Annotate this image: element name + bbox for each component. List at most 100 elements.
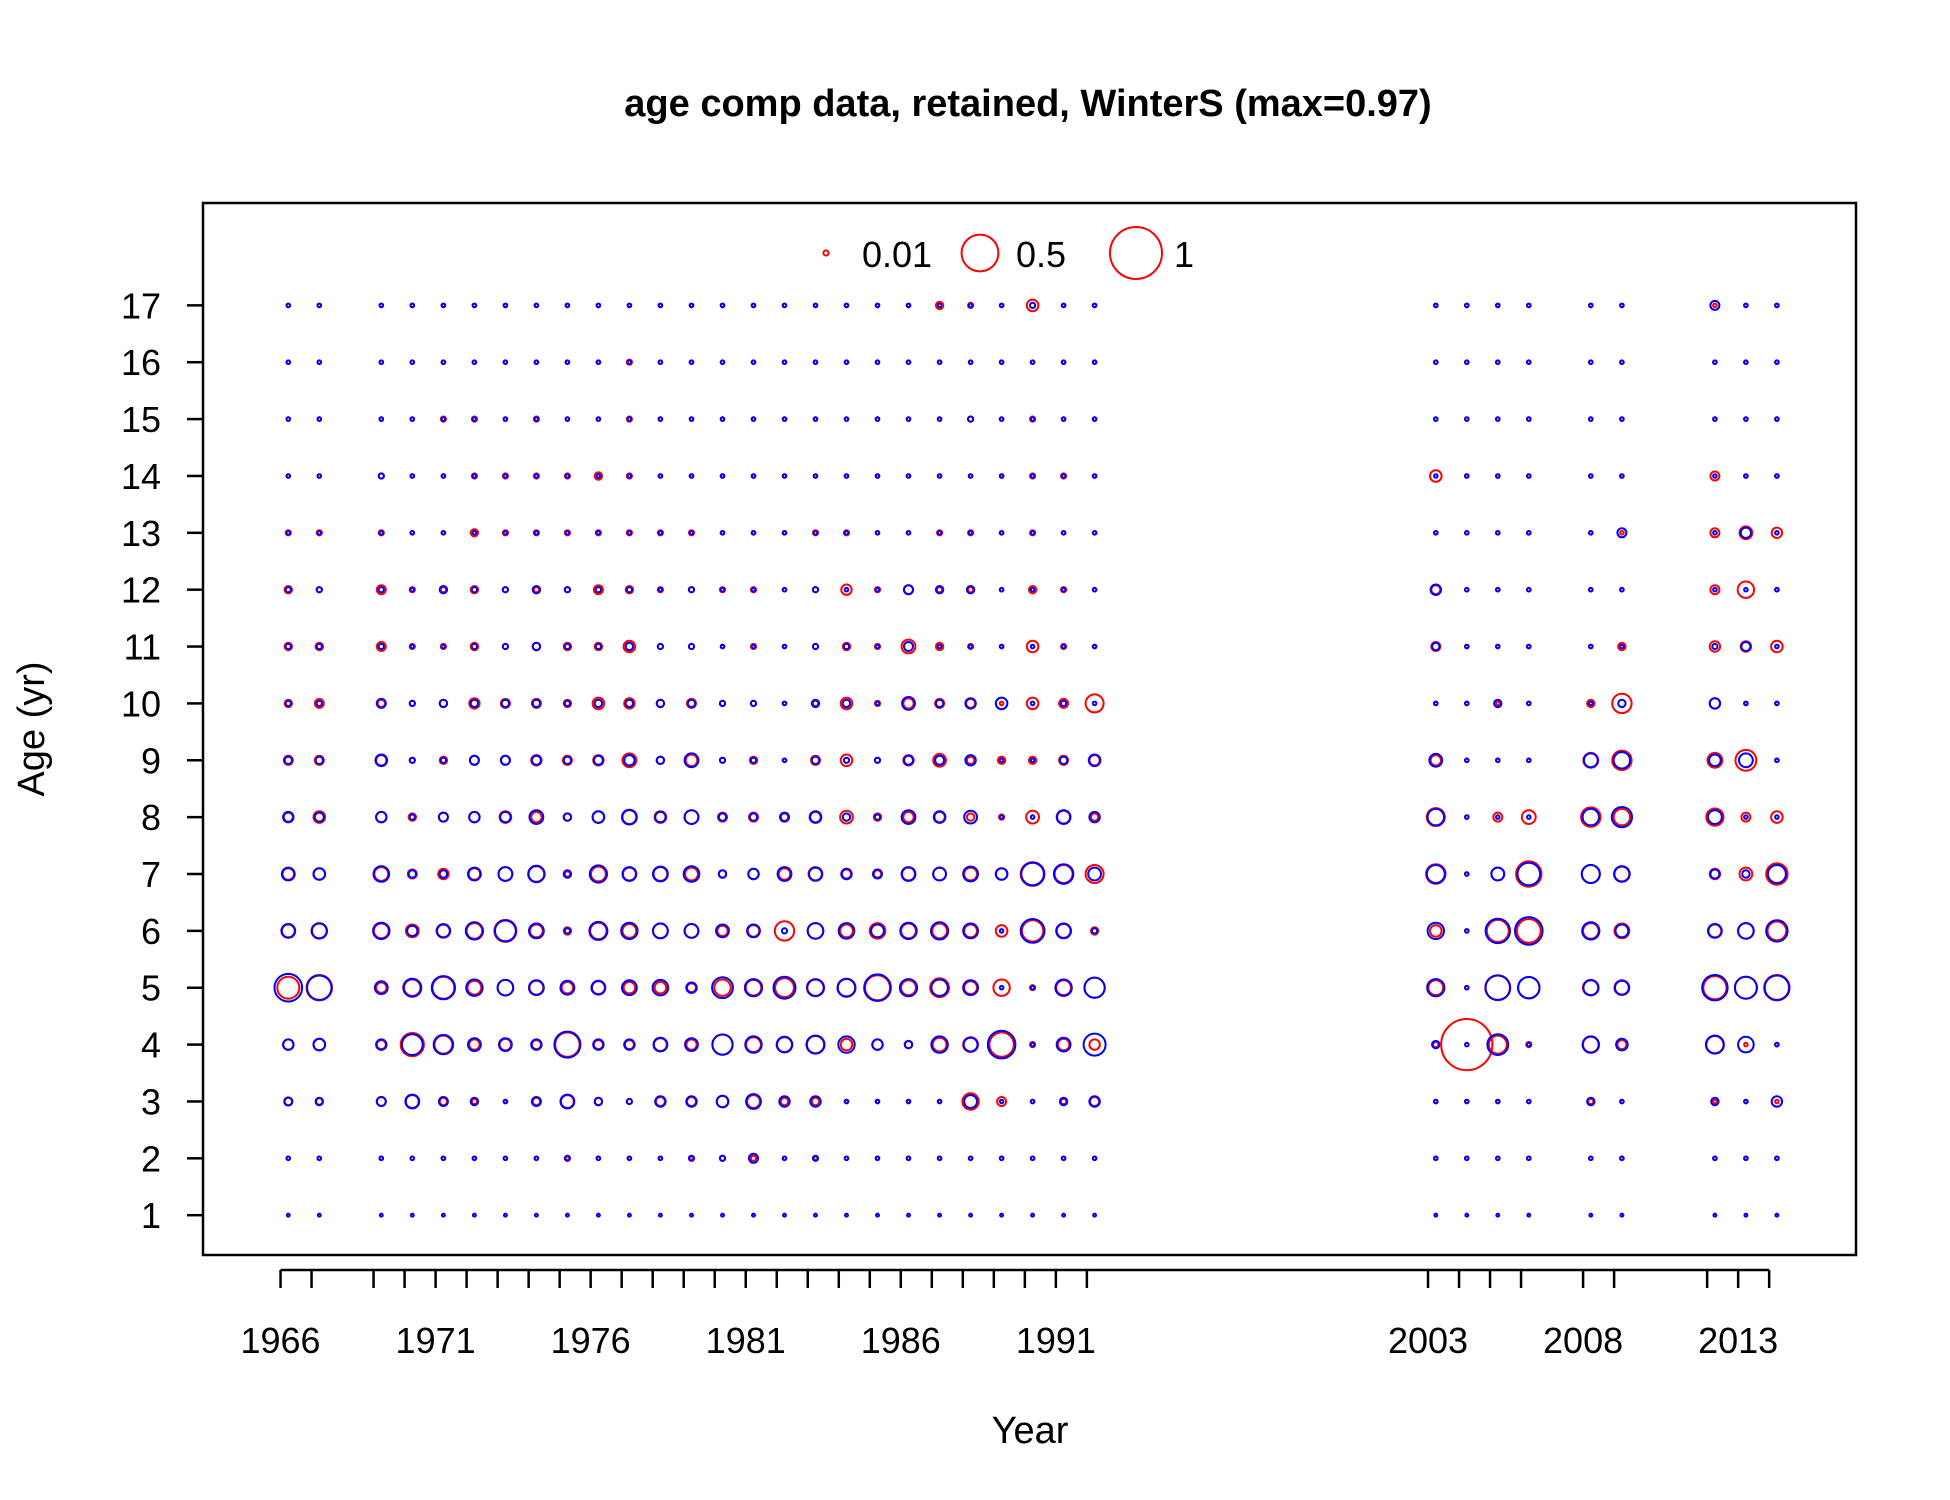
bubble-sex2 (711, 1033, 734, 1056)
bubble-sex2 (595, 416, 602, 422)
bubble-sex2 (503, 1212, 508, 1218)
y-tick-label: 9 (141, 740, 161, 781)
bubble-sex2 (408, 699, 416, 708)
bubble-sex2 (751, 1212, 756, 1218)
bubble-sex2 (285, 1155, 292, 1162)
bubble-sex2 (502, 1098, 509, 1105)
bubble-sex1 (1586, 698, 1596, 709)
bubble-sex1 (375, 584, 387, 596)
bubble-sex2 (285, 359, 292, 366)
bubble-sex2 (812, 416, 819, 422)
bubble-sex2 (805, 1034, 826, 1055)
bubble-sex2 (998, 302, 1005, 309)
bubble-sex2 (1061, 1212, 1066, 1218)
bubble-sex2 (595, 530, 602, 536)
bubble-sex2 (746, 923, 761, 939)
bubble-sex2 (408, 756, 416, 764)
bubble-sex2 (905, 530, 912, 536)
bubble-sex2 (592, 1038, 605, 1051)
bubble-sex2 (1058, 755, 1069, 765)
bubble-sex2 (1029, 643, 1036, 650)
bubble-sex2 (440, 643, 447, 650)
bubble-sex2 (658, 1212, 663, 1218)
bubble-sex2 (750, 643, 757, 650)
y-tick-label: 6 (141, 911, 161, 952)
bubble-sex2 (377, 642, 385, 651)
bubble-sex2 (1087, 753, 1102, 768)
bubble-sex2 (313, 811, 325, 823)
bubble-sex2 (1464, 473, 1470, 479)
bubble-sex2 (438, 698, 449, 709)
bubble-sex2 (808, 810, 823, 824)
bubble-sex2 (565, 1212, 570, 1218)
bubble-sex2 (314, 755, 324, 765)
bubble-sex1 (1712, 302, 1718, 309)
bubble-sex2 (1091, 1155, 1098, 1162)
bubble-sex2 (562, 869, 573, 879)
bubble-sex1 (590, 865, 607, 883)
bubble-sex2 (936, 1098, 943, 1105)
bubble-sex2 (1464, 700, 1470, 707)
chart-title: age comp data, retained, WinterS (max=0.… (624, 83, 1431, 125)
bubble-sex2 (842, 642, 851, 651)
bubble-sex2 (439, 756, 447, 764)
bubble-sex1 (593, 641, 604, 652)
bubble-sex2 (402, 977, 423, 998)
bubble-sex2 (470, 586, 478, 594)
bubble-sex1 (469, 528, 480, 538)
bubble-sex2 (1526, 359, 1532, 366)
bubble-sex2 (1091, 530, 1098, 536)
bubble-sex1 (563, 870, 572, 878)
bubble-sex1 (992, 978, 1011, 997)
bubble-sex2 (936, 416, 943, 422)
bubble-sex2 (905, 1155, 912, 1162)
bubble-sex1 (1084, 864, 1105, 884)
bubble-sex2 (719, 530, 726, 536)
bubble-sex2 (502, 473, 509, 479)
bubble-sex2 (1464, 1155, 1470, 1162)
bubble-sex1 (749, 1154, 758, 1162)
bubble-sex1 (1712, 1098, 1718, 1105)
bubble-sex2 (1743, 1155, 1749, 1162)
bubble-sex1 (439, 586, 447, 594)
bubble-sex2 (409, 473, 416, 479)
bubble-sex1 (839, 923, 854, 939)
bubble-sex2 (688, 473, 695, 479)
x-tick-label: 1991 (1016, 1320, 1096, 1361)
bubble-sex2 (1493, 698, 1503, 709)
bubble-sex2 (874, 1098, 881, 1105)
bubble-sex2 (1617, 698, 1627, 709)
bubble-sex2 (1514, 916, 1544, 946)
bubble-sex2 (934, 698, 945, 709)
bubble-sex1 (1611, 692, 1633, 715)
bubble-sex2 (781, 586, 788, 593)
bubble-sex2 (936, 643, 943, 650)
bubble-sex1 (1492, 811, 1504, 823)
bubble-sex2 (471, 359, 478, 366)
bubble-sex2 (874, 530, 881, 536)
bubbles-layer (273, 298, 1791, 1218)
bubble-sex2 (811, 586, 820, 594)
bubble-sex2 (531, 698, 542, 709)
bubble-sex2 (750, 416, 757, 422)
bubble-sex2 (563, 1154, 572, 1162)
bubble-sex2 (1526, 1212, 1532, 1218)
bubble-sex2 (686, 698, 697, 709)
bubble-sex1 (961, 1092, 980, 1111)
bubble-sex2 (1060, 699, 1068, 708)
bubble-sex2 (813, 1212, 818, 1218)
bubble-sex2 (375, 1038, 388, 1051)
bubble-sex2 (1426, 807, 1446, 827)
bubble-sex2 (1464, 1212, 1470, 1218)
bubble-sex2 (372, 865, 391, 883)
bubble-sex2 (1588, 302, 1594, 309)
y-tick-label: 17 (121, 285, 161, 326)
bubble-sex2 (962, 1036, 979, 1053)
bubble-sex2 (684, 1037, 699, 1052)
bubble-sex2 (965, 585, 976, 595)
bubble-sex1 (276, 975, 301, 1000)
bubble-sex2 (316, 473, 323, 479)
bubble-sex2 (374, 753, 389, 768)
